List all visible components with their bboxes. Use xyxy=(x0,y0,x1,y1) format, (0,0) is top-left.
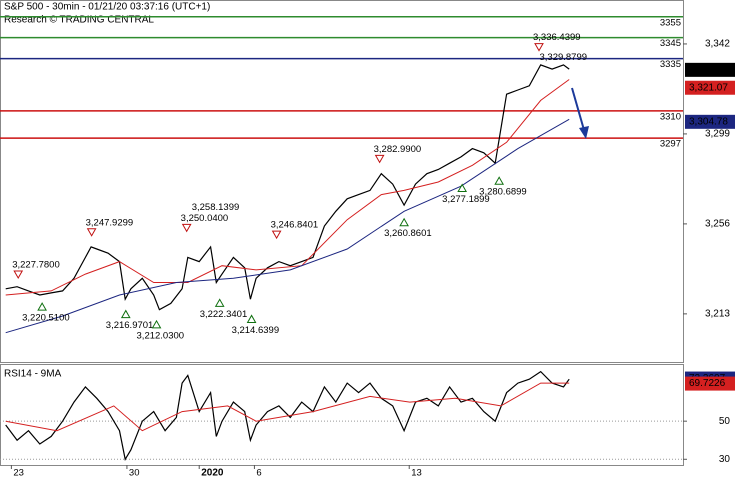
annotation-label: 3,250.0400 xyxy=(181,213,229,224)
annotation-label: 3,329.8799 xyxy=(539,52,587,63)
annotation-label: 3,222.3401 xyxy=(200,309,248,320)
low-marker xyxy=(151,319,162,329)
annotation-label: 3,220.5100 xyxy=(22,313,70,324)
series-line xyxy=(5,382,570,432)
x-tick-label: 23 xyxy=(13,468,24,479)
high-marker xyxy=(374,154,385,164)
rsi-title: RSI14 - 9MA xyxy=(4,369,62,380)
last-value-label: 69.7226 xyxy=(689,378,726,389)
chart-title: S&P 500 - 30min - 01/21/20 03:37:16 (UTC… xyxy=(4,2,210,13)
low-marker xyxy=(214,298,225,307)
high-marker xyxy=(534,43,544,52)
annotation-label: 3,258.1399 xyxy=(192,202,240,213)
low-marker xyxy=(399,217,409,227)
x-tick-label: 13 xyxy=(411,468,422,479)
low-marker xyxy=(37,302,47,311)
y-tick-label: 3,213 xyxy=(705,309,730,320)
y-tick-label: 30 xyxy=(719,454,731,465)
last-value-tag xyxy=(685,114,735,129)
annotation-label: 3,246.8401 xyxy=(271,220,319,231)
price-panel xyxy=(0,0,684,363)
annotation-label: 3,227.7800 xyxy=(12,259,60,270)
high-marker xyxy=(13,270,24,279)
level-label: 3355 xyxy=(660,17,681,28)
low-marker xyxy=(120,309,131,319)
chart-subtitle: Research © TRADING CENTRAL xyxy=(4,15,154,26)
y-tick-label: 3,299 xyxy=(705,129,730,140)
annotation-label: 3,277.1899 xyxy=(442,194,490,205)
series-line xyxy=(5,64,570,311)
last-value-label: 3,321.07 xyxy=(689,82,728,93)
last-value-tag xyxy=(685,376,735,391)
annotation-label: 3,216.9701 xyxy=(106,320,154,331)
last-value-tag xyxy=(685,80,735,95)
x-tick-label: 30 xyxy=(129,468,140,479)
forecast-arrowhead xyxy=(579,126,589,139)
level-label: 3335 xyxy=(660,59,681,70)
annotation-label: 3,280.6899 xyxy=(479,187,527,198)
x-tick-label: 6 xyxy=(256,468,261,479)
level-label: 3345 xyxy=(660,38,681,49)
rsi-panel xyxy=(0,364,684,466)
y-tick-label: 50 xyxy=(719,416,731,427)
high-marker xyxy=(181,223,192,233)
low-marker xyxy=(494,176,505,185)
x-tick-label: 2020 xyxy=(201,468,224,479)
series-line xyxy=(5,118,570,334)
annotation-label: 3,212.0300 xyxy=(137,330,185,341)
annotation-label: 3,336.4399 xyxy=(533,32,581,43)
last-value-label: 3,329.62 xyxy=(689,64,728,75)
annotation-label: 3,260.8601 xyxy=(384,228,432,239)
annotation-label: 3,214.6399 xyxy=(232,325,280,336)
annotation-label: 3,247.9299 xyxy=(86,217,134,228)
low-marker xyxy=(457,183,468,193)
y-tick-label: 3,342 xyxy=(705,39,730,50)
annotation-label: 3,282.9900 xyxy=(374,144,422,155)
low-marker xyxy=(246,314,257,323)
forecast-arrow xyxy=(571,87,585,131)
y-tick-label: 3,256 xyxy=(705,219,730,230)
level-label: 3297 xyxy=(660,139,681,150)
last-value-label: 3,304.78 xyxy=(689,116,728,127)
high-marker xyxy=(271,230,282,240)
series-line xyxy=(5,370,570,461)
last-value-tag xyxy=(685,62,735,77)
high-marker xyxy=(86,228,97,237)
level-label: 3310 xyxy=(660,111,681,122)
